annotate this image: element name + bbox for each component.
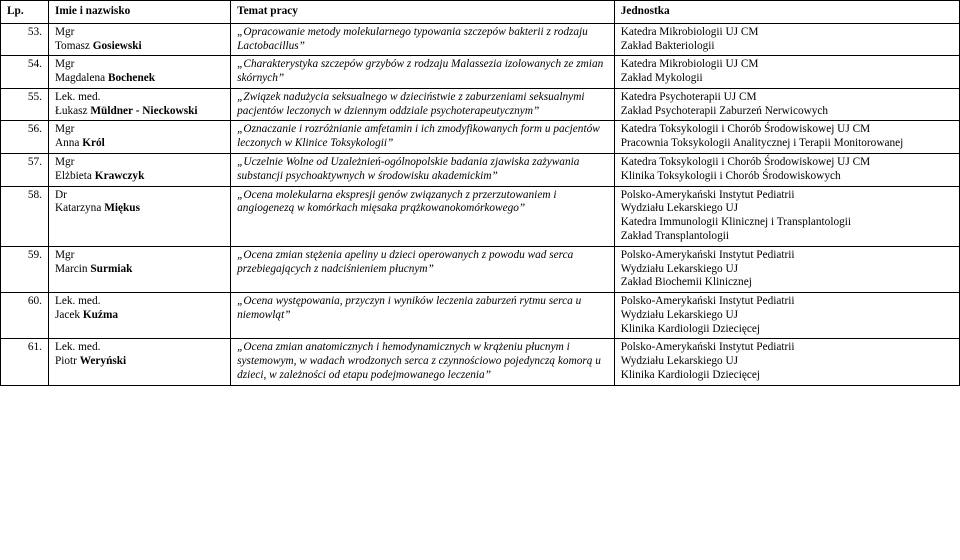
cell-topic: „Ocena występowania, przyczyn i wyników … <box>231 293 615 339</box>
cell-lp: 54. <box>1 56 49 89</box>
cell-unit: Polsko-Amerykański Instytut PediatriiWyd… <box>614 186 959 246</box>
table-row: 55. Lek. med. Łukasz Müldner - Nieckowski „… <box>1 88 960 121</box>
name-first: Katarzyna <box>55 202 104 214</box>
cell-topic: „Uczelnie Wolne od Uzależnień-ogólnopols… <box>231 154 615 187</box>
table-row: 58.DrKatarzyna Miękus„Ocena molekularna … <box>1 186 960 246</box>
name-prefix: Lek. med. <box>55 341 101 353</box>
name-prefix: Mgr <box>55 26 74 38</box>
name-last: Weryński <box>80 355 126 367</box>
table-row: 54. Mgr Magdalena Bochenek „Charakterystyka… <box>1 56 960 89</box>
name-last: Kuźma <box>83 309 118 321</box>
name-last: Miękus <box>104 202 140 214</box>
name-prefix: Dr <box>55 189 67 201</box>
name-prefix: Mgr <box>55 58 74 70</box>
cell-name: Mgr Tomasz Gosiewski <box>48 23 230 56</box>
cell-lp: 53. <box>1 23 49 56</box>
cell-name: DrKatarzyna Miękus <box>48 186 230 246</box>
name-first: Łukasz <box>55 105 90 117</box>
cell-lp: 56. <box>1 121 49 154</box>
cell-unit: Katedra Mikrobiologii UJ CMZakład Mykolo… <box>614 56 959 89</box>
name-first: Tomasz <box>55 40 93 52</box>
cell-topic: „Ocena zmian stężenia apeliny u dzieci o… <box>231 246 615 292</box>
cell-topic: „Charakterystyka szczepów grzybów z rodz… <box>231 56 615 89</box>
cell-unit: Polsko-Amerykański Instytut PediatriiWyd… <box>614 246 959 292</box>
header-topic: Temat pracy <box>231 1 615 24</box>
cell-name: Mgr Elżbieta Krawczyk <box>48 154 230 187</box>
cell-name: Lek. med. Jacek Kuźma <box>48 293 230 339</box>
table-row: 61. Lek. med. Piotr Weryński „Ocena zmian a… <box>1 339 960 385</box>
name-last: Krawczyk <box>95 170 145 182</box>
cell-topic: „Ocena molekularna ekspresji genów związ… <box>231 186 615 246</box>
cell-unit: Katedra Toksykologii i Chorób Środowisko… <box>614 154 959 187</box>
cell-name: Mgr Magdalena Bochenek <box>48 56 230 89</box>
cell-lp: 60. <box>1 293 49 339</box>
cell-topic: „Oznaczanie i rozróżnianie amfetamin i i… <box>231 121 615 154</box>
header-lp: Lp. <box>1 1 49 24</box>
name-prefix: Lek. med. <box>55 295 101 307</box>
cell-name: Mgr Marcin Surmiak <box>48 246 230 292</box>
name-first: Piotr <box>55 355 80 367</box>
table-row: 57. Mgr Elżbieta Krawczyk „Uczelnie Wolne o… <box>1 154 960 187</box>
name-prefix: Mgr <box>55 156 74 168</box>
name-last: Gosiewski <box>93 40 142 52</box>
table-row: 56. Mgr Anna Król „Oznaczanie i rozróżniani… <box>1 121 960 154</box>
name-first: Anna <box>55 137 82 149</box>
name-first: Magdalena <box>55 72 108 84</box>
cell-unit: Polsko-Amerykański Instytut PediatriiWyd… <box>614 293 959 339</box>
header-name: Imie i nazwisko <box>48 1 230 24</box>
name-last: Müldner - Nieckowski <box>90 105 197 117</box>
cell-name: Mgr Anna Król <box>48 121 230 154</box>
cell-lp: 57. <box>1 154 49 187</box>
cell-unit: Katedra Psychoterapii UJ CMZakład Psycho… <box>614 88 959 121</box>
name-prefix: Mgr <box>55 249 74 261</box>
cell-lp: 61. <box>1 339 49 385</box>
name-prefix: Mgr <box>55 123 74 135</box>
cell-lp: 55. <box>1 88 49 121</box>
cell-unit: Katedra Toksykologii i Chorób Środowisko… <box>614 121 959 154</box>
name-first: Elżbieta <box>55 170 95 182</box>
name-first: Jacek <box>55 309 83 321</box>
name-last: Bochenek <box>108 72 155 84</box>
cell-unit: Katedra Mikrobiologii UJ CMZakład Bakter… <box>614 23 959 56</box>
thesis-table: Lp. Imie i nazwisko Temat pracy Jednostk… <box>0 0 960 386</box>
name-first: Marcin <box>55 263 90 275</box>
table-row: 53. Mgr Tomasz Gosiewski „Opracowanie metod… <box>1 23 960 56</box>
cell-topic: „Ocena zmian anatomicznych i hemodynamic… <box>231 339 615 385</box>
table-row: 59. Mgr Marcin Surmiak „Ocena zmian stężeni… <box>1 246 960 292</box>
cell-name: Lek. med. Łukasz Müldner - Nieckowski <box>48 88 230 121</box>
cell-topic: „Opracowanie metody molekularnego typowa… <box>231 23 615 56</box>
table-row: 60. Lek. med. Jacek Kuźma „Ocena występowan… <box>1 293 960 339</box>
name-last: Surmiak <box>90 263 132 275</box>
cell-topic: „Związek nadużycia seksualnego w dzieciń… <box>231 88 615 121</box>
table-header-row: Lp. Imie i nazwisko Temat pracy Jednostk… <box>1 1 960 24</box>
cell-unit: Polsko-Amerykański Instytut PediatriiWyd… <box>614 339 959 385</box>
name-last: Król <box>82 137 105 149</box>
cell-name: Lek. med. Piotr Weryński <box>48 339 230 385</box>
header-unit: Jednostka <box>614 1 959 24</box>
name-prefix: Lek. med. <box>55 91 101 103</box>
cell-lp: 58. <box>1 186 49 246</box>
cell-lp: 59. <box>1 246 49 292</box>
